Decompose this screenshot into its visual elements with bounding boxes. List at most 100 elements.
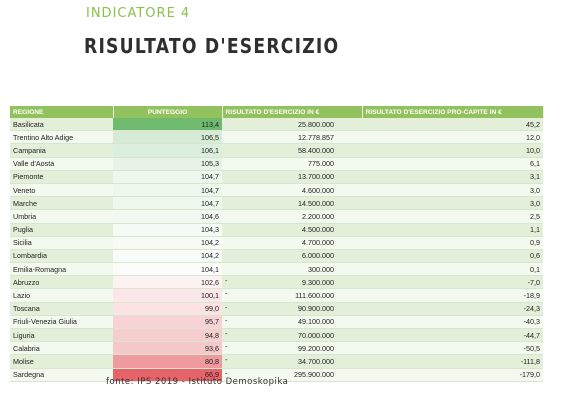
cell-punteggio: 104,7 [113,170,222,184]
cell-risultato: 14.500.000 [222,196,362,211]
risultato-value: 58.400.000 [298,145,334,155]
table-row: Veneto 104,7 4.600.000 3,0 [10,183,543,198]
table-row: Toscana 99,0- 90.900.000 -24,3 [10,302,543,316]
cell-punteggio: 104,7 [113,196,222,211]
cell-risultato: - 111.600.000 [222,288,362,303]
risultato-value: 90.900.000 [298,304,334,314]
cell-regione: Basilicata [10,118,113,132]
cell-punteggio: 104,6 [113,209,222,224]
cell-procapite: 3,1 [362,170,543,184]
cell-punteggio: 106,5 [113,130,222,145]
cell-procapite: -44,7 [362,328,543,343]
cell-procapite: -50,5 [362,341,543,356]
cell-regione: Lazio [10,288,113,303]
cell-risultato: 13.700.000 [222,170,362,184]
cell-procapite: 12,0 [362,130,543,145]
results-table: REGIONE PUNTEGGIO RISULTATO D'ESERCIZIO … [10,106,544,382]
cell-punteggio: 104,3 [113,223,222,237]
negative-marker: - [225,368,228,378]
risultato-value: 70.000.000 [298,330,334,340]
cell-risultato: 300.000 [222,262,362,277]
cell-risultato: - 49.100.000 [222,315,362,330]
risultato-value: 4.700.000 [302,238,334,248]
negative-marker: - [225,302,228,312]
table-row: Valle d'Aosta 105,3 775.000 6,1 [10,157,543,171]
table-row: Umbria 104,6 2.200.000 2,5 [10,209,543,224]
cell-procapite: -40,3 [362,315,543,330]
table-row: Friuli-Venezia Giulia 95,7- 49.100.000 -40,… [10,315,543,330]
cell-punteggio: 66,9 [113,368,222,382]
cell-punteggio: 95,7 [113,315,222,330]
cell-regione: Marche [10,196,113,211]
cell-risultato: - 295.900.000 [222,368,362,382]
cell-regione: Sicilia [10,236,113,250]
risultato-value: 99.200.000 [298,343,334,353]
cell-punteggio: 104,2 [113,236,222,250]
cell-risultato: - 90.900.000 [222,302,362,316]
table-row: Puglia 104,3 4.500.000 1,1 [10,223,543,237]
risultato-value: 34.700.000 [298,356,334,366]
cell-procapite: 45,2 [362,118,543,132]
cell-regione: Lombardia [10,249,113,264]
cell-regione: Piemonte [10,170,113,184]
cell-risultato: 4.700.000 [222,236,362,250]
negative-marker: - [225,315,228,325]
cell-procapite: -7,0 [362,275,543,290]
column-header-procapite: RISULTATO D'ESERCIZIO PRO-CAPITE IN € [362,106,544,118]
cell-regione: Liguria [10,328,113,343]
cell-procapite: 10,0 [362,143,543,158]
cell-punteggio: 104,2 [113,249,222,264]
cell-procapite: 0,9 [362,236,543,250]
column-header-regione: REGIONE [10,106,114,118]
column-header-punteggio: PUNTEGGIO [113,106,223,118]
cell-risultato: 25.800.000 [222,118,362,132]
cell-regione: Umbria [10,209,113,224]
risultato-value: 2.200.000 [302,211,334,221]
cell-punteggio: 106,1 [113,143,222,158]
table-row: Emilia-Romagna 104,1 300.000 0,1 [10,262,543,277]
cell-procapite: -18,9 [362,288,543,303]
cell-risultato: - 99.200.000 [222,341,362,356]
risultato-value: 25.800.000 [298,119,334,129]
cell-procapite: 3,0 [362,196,543,211]
risultato-value: 9.300.000 [302,277,334,287]
table-row: Campania 106,1 58.400.000 10,0 [10,143,543,158]
cell-procapite: 0,1 [362,262,543,277]
risultato-value: 6.000.000 [302,251,334,261]
risultato-value: 13.700.000 [298,172,334,182]
cell-risultato: - 70.000.000 [222,328,362,343]
negative-marker: - [225,329,228,338]
cell-regione: Valle d'Aosta [10,157,113,171]
cell-risultato: 12.778.857 [222,130,362,145]
table-row: Abruzzo 102,6- 9.300.000 -7,0 [10,275,543,290]
negative-marker: - [225,276,228,286]
cell-procapite: 6,1 [362,157,543,171]
risultato-value: 14.500.000 [298,198,334,208]
cell-punteggio: 104,1 [113,262,222,277]
cell-procapite: -24,3 [362,302,543,316]
table-row: Trentino Alto Adige 106,5 12.778.857 12,0 [10,130,543,145]
risultato-value: 4.500.000 [302,225,334,235]
table-row: Molise 80,8- 34.700.000 -111,8 [10,354,543,369]
cell-punteggio: 113,4 [113,118,222,132]
cell-procapite: -179,0 [362,368,543,382]
table-row: Liguria 94,8- 70.000.000 -44,7 [10,328,543,343]
results-table-container: REGIONE PUNTEGGIO RISULTATO D'ESERCIZIO … [10,106,544,382]
cell-regione: Veneto [10,183,113,198]
cell-regione: Trentino Alto Adige [10,130,113,145]
risultato-value: 775.000 [308,159,334,169]
page-title: RISULTATO D'ESERCIZIO [84,34,340,58]
risultato-value: 295.900.000 [294,370,334,380]
cell-risultato: 58.400.000 [222,143,362,158]
cell-punteggio: 93,6 [113,341,222,356]
cell-procapite: 3,0 [362,183,543,198]
risultato-value: 300.000 [308,264,334,274]
cell-punteggio: 105,3 [113,157,222,171]
cell-procapite: 0,6 [362,249,543,264]
cell-punteggio: 94,8 [113,328,222,343]
indicator-kicker: INDICATORE 4 [86,6,191,21]
cell-punteggio: 99,0 [113,302,222,316]
cell-regione: Abruzzo [10,275,113,290]
table-row: Piemonte 104,7 13.700.000 3,1 [10,170,543,184]
table-row: Lazio 100,1- 111.600.000 -18,9 [10,288,543,303]
